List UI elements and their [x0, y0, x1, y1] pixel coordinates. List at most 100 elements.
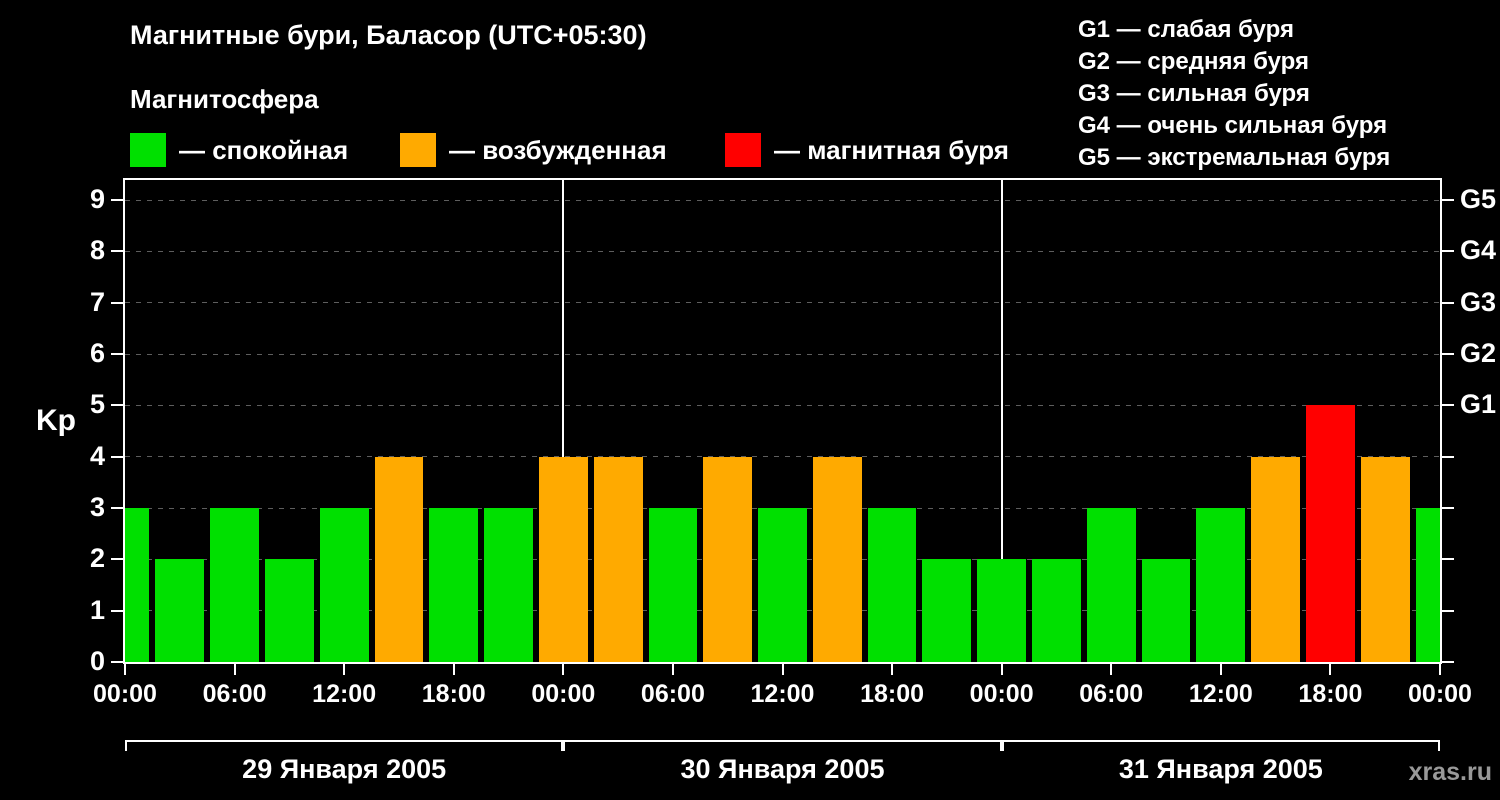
- x-axis-tick: [781, 664, 784, 675]
- legend-item-label: — магнитная буря: [774, 134, 1009, 165]
- y-axis-tick-right: [1442, 250, 1454, 253]
- day-bracket: [563, 740, 1002, 742]
- day-bracket: [125, 740, 564, 742]
- plot-area: [125, 180, 1440, 662]
- legend-item-label: — спокойная: [179, 134, 349, 165]
- y-axis-tick: [111, 353, 123, 355]
- kp-bar: [648, 508, 698, 662]
- g-axis-label: G2: [1460, 338, 1497, 368]
- y-axis-label: 8: [89, 235, 105, 266]
- storm-scale-legend: G1 — слабая буря G2 — средняя буря G3 — …: [1078, 14, 1390, 174]
- x-axis-label: 12:00: [1188, 680, 1253, 708]
- y-axis-label: 2: [89, 543, 105, 574]
- kp-bar: [812, 456, 862, 662]
- x-axis-tick: [1439, 664, 1441, 675]
- x-axis-label: 12:00: [312, 680, 377, 708]
- excited-color-swatch: [400, 133, 436, 167]
- watermark: xras.ru: [1408, 758, 1492, 786]
- storm-scale-g2: G2 — средняя буря: [1078, 48, 1309, 75]
- legend-title: Магнитосфера: [130, 84, 319, 114]
- gridline: [125, 250, 1440, 252]
- x-axis-tick: [1110, 664, 1113, 675]
- y-axis-tick: [111, 404, 123, 407]
- y-axis-tick: [111, 301, 123, 304]
- plot-frame: [123, 178, 1442, 664]
- day-bracket: [1001, 740, 1440, 742]
- kp-bar: [867, 508, 917, 662]
- y-axis-tick-right: [1442, 507, 1454, 509]
- kp-bar: [1415, 508, 1440, 662]
- kp-bar: [703, 456, 753, 662]
- x-axis-label: 00:00: [969, 680, 1034, 708]
- y-axis-tick: [111, 455, 123, 458]
- x-axis-label: 06:00: [202, 680, 267, 708]
- y-axis-tick-right: [1442, 404, 1454, 407]
- x-axis-tick: [233, 664, 236, 675]
- day-bracket-cap: [125, 740, 127, 751]
- page-title: Магнитные бури, Баласор (UTC+05:30): [130, 20, 647, 50]
- kp-bar: [1196, 508, 1246, 662]
- kp-bar: [1032, 559, 1081, 662]
- x-axis-tick: [562, 664, 565, 675]
- kp-bar: [264, 559, 314, 662]
- x-axis-tick: [343, 664, 346, 675]
- kp-bar: [593, 456, 643, 662]
- y-axis-label: 4: [89, 440, 105, 471]
- kp-bar: [538, 456, 588, 662]
- g-axis-label: G3: [1460, 286, 1497, 317]
- quiet-color-swatch: [130, 133, 166, 167]
- y-axis-tick-right: [1442, 199, 1454, 201]
- y-axis-tick-right: [1442, 609, 1454, 612]
- day-label: 29 Января 2005: [242, 754, 447, 784]
- day-separator-line: [1000, 180, 1003, 662]
- y-axis-title: Kp: [36, 404, 76, 437]
- gridline: [125, 456, 1440, 458]
- day-bracket-cap: [561, 740, 564, 751]
- storm-scale-g4: G4 — очень сильная буря: [1078, 112, 1388, 139]
- x-axis-label: 18:00: [421, 680, 486, 708]
- day-label: 31 Января 2005: [1118, 754, 1323, 784]
- kp-bar: [125, 508, 150, 662]
- kp-bar: [1360, 456, 1410, 662]
- x-axis-label: 00:00: [1408, 680, 1472, 708]
- gridline: [125, 302, 1440, 304]
- gridline: [125, 353, 1440, 355]
- y-axis-label: 1: [89, 594, 105, 625]
- x-axis-label: 00:00: [531, 680, 596, 708]
- kp-bar: [374, 456, 424, 662]
- gridline: [125, 404, 1440, 406]
- gridline: [125, 199, 1440, 201]
- x-axis-tick: [1219, 664, 1222, 675]
- kp-bar: [1251, 456, 1300, 662]
- kp-bar: [484, 508, 533, 662]
- g-axis-label: G1: [1460, 389, 1497, 420]
- legend-item-quiet: — спокойная: [130, 132, 348, 168]
- kp-bar: [1086, 508, 1136, 662]
- y-axis-label: 7: [89, 286, 105, 317]
- g-axis-label: G4: [1460, 235, 1497, 266]
- kp-bar: [977, 559, 1027, 662]
- day-separator-line: [562, 180, 565, 662]
- x-axis-label: 00:00: [93, 680, 157, 708]
- g-axis-label: G5: [1460, 184, 1497, 214]
- day-label: 30 Января 2005: [680, 754, 885, 784]
- y-axis-tick: [111, 609, 123, 612]
- day-bracket-cap: [563, 740, 566, 751]
- x-axis-tick: [891, 664, 894, 675]
- y-axis-tick-right: [1442, 661, 1454, 663]
- y-axis-tick: [111, 507, 123, 509]
- legend-item-label: — возбужденная: [449, 134, 667, 165]
- y-axis-tick: [111, 558, 123, 561]
- storm-color-swatch: [725, 133, 761, 167]
- storm-scale-g1: G1 — слабая буря: [1078, 16, 1295, 43]
- kp-bar: [319, 508, 369, 662]
- y-axis-label: 6: [89, 338, 105, 368]
- day-bracket-cap: [1438, 740, 1440, 751]
- x-axis-label: 18:00: [1298, 680, 1363, 708]
- day-bracket-cap: [999, 740, 1002, 751]
- legend-item-storm: — магнитная буря: [725, 132, 1009, 168]
- y-axis-tick-right: [1442, 455, 1454, 458]
- y-axis-label: 9: [89, 184, 105, 214]
- y-axis-label: 3: [89, 492, 105, 522]
